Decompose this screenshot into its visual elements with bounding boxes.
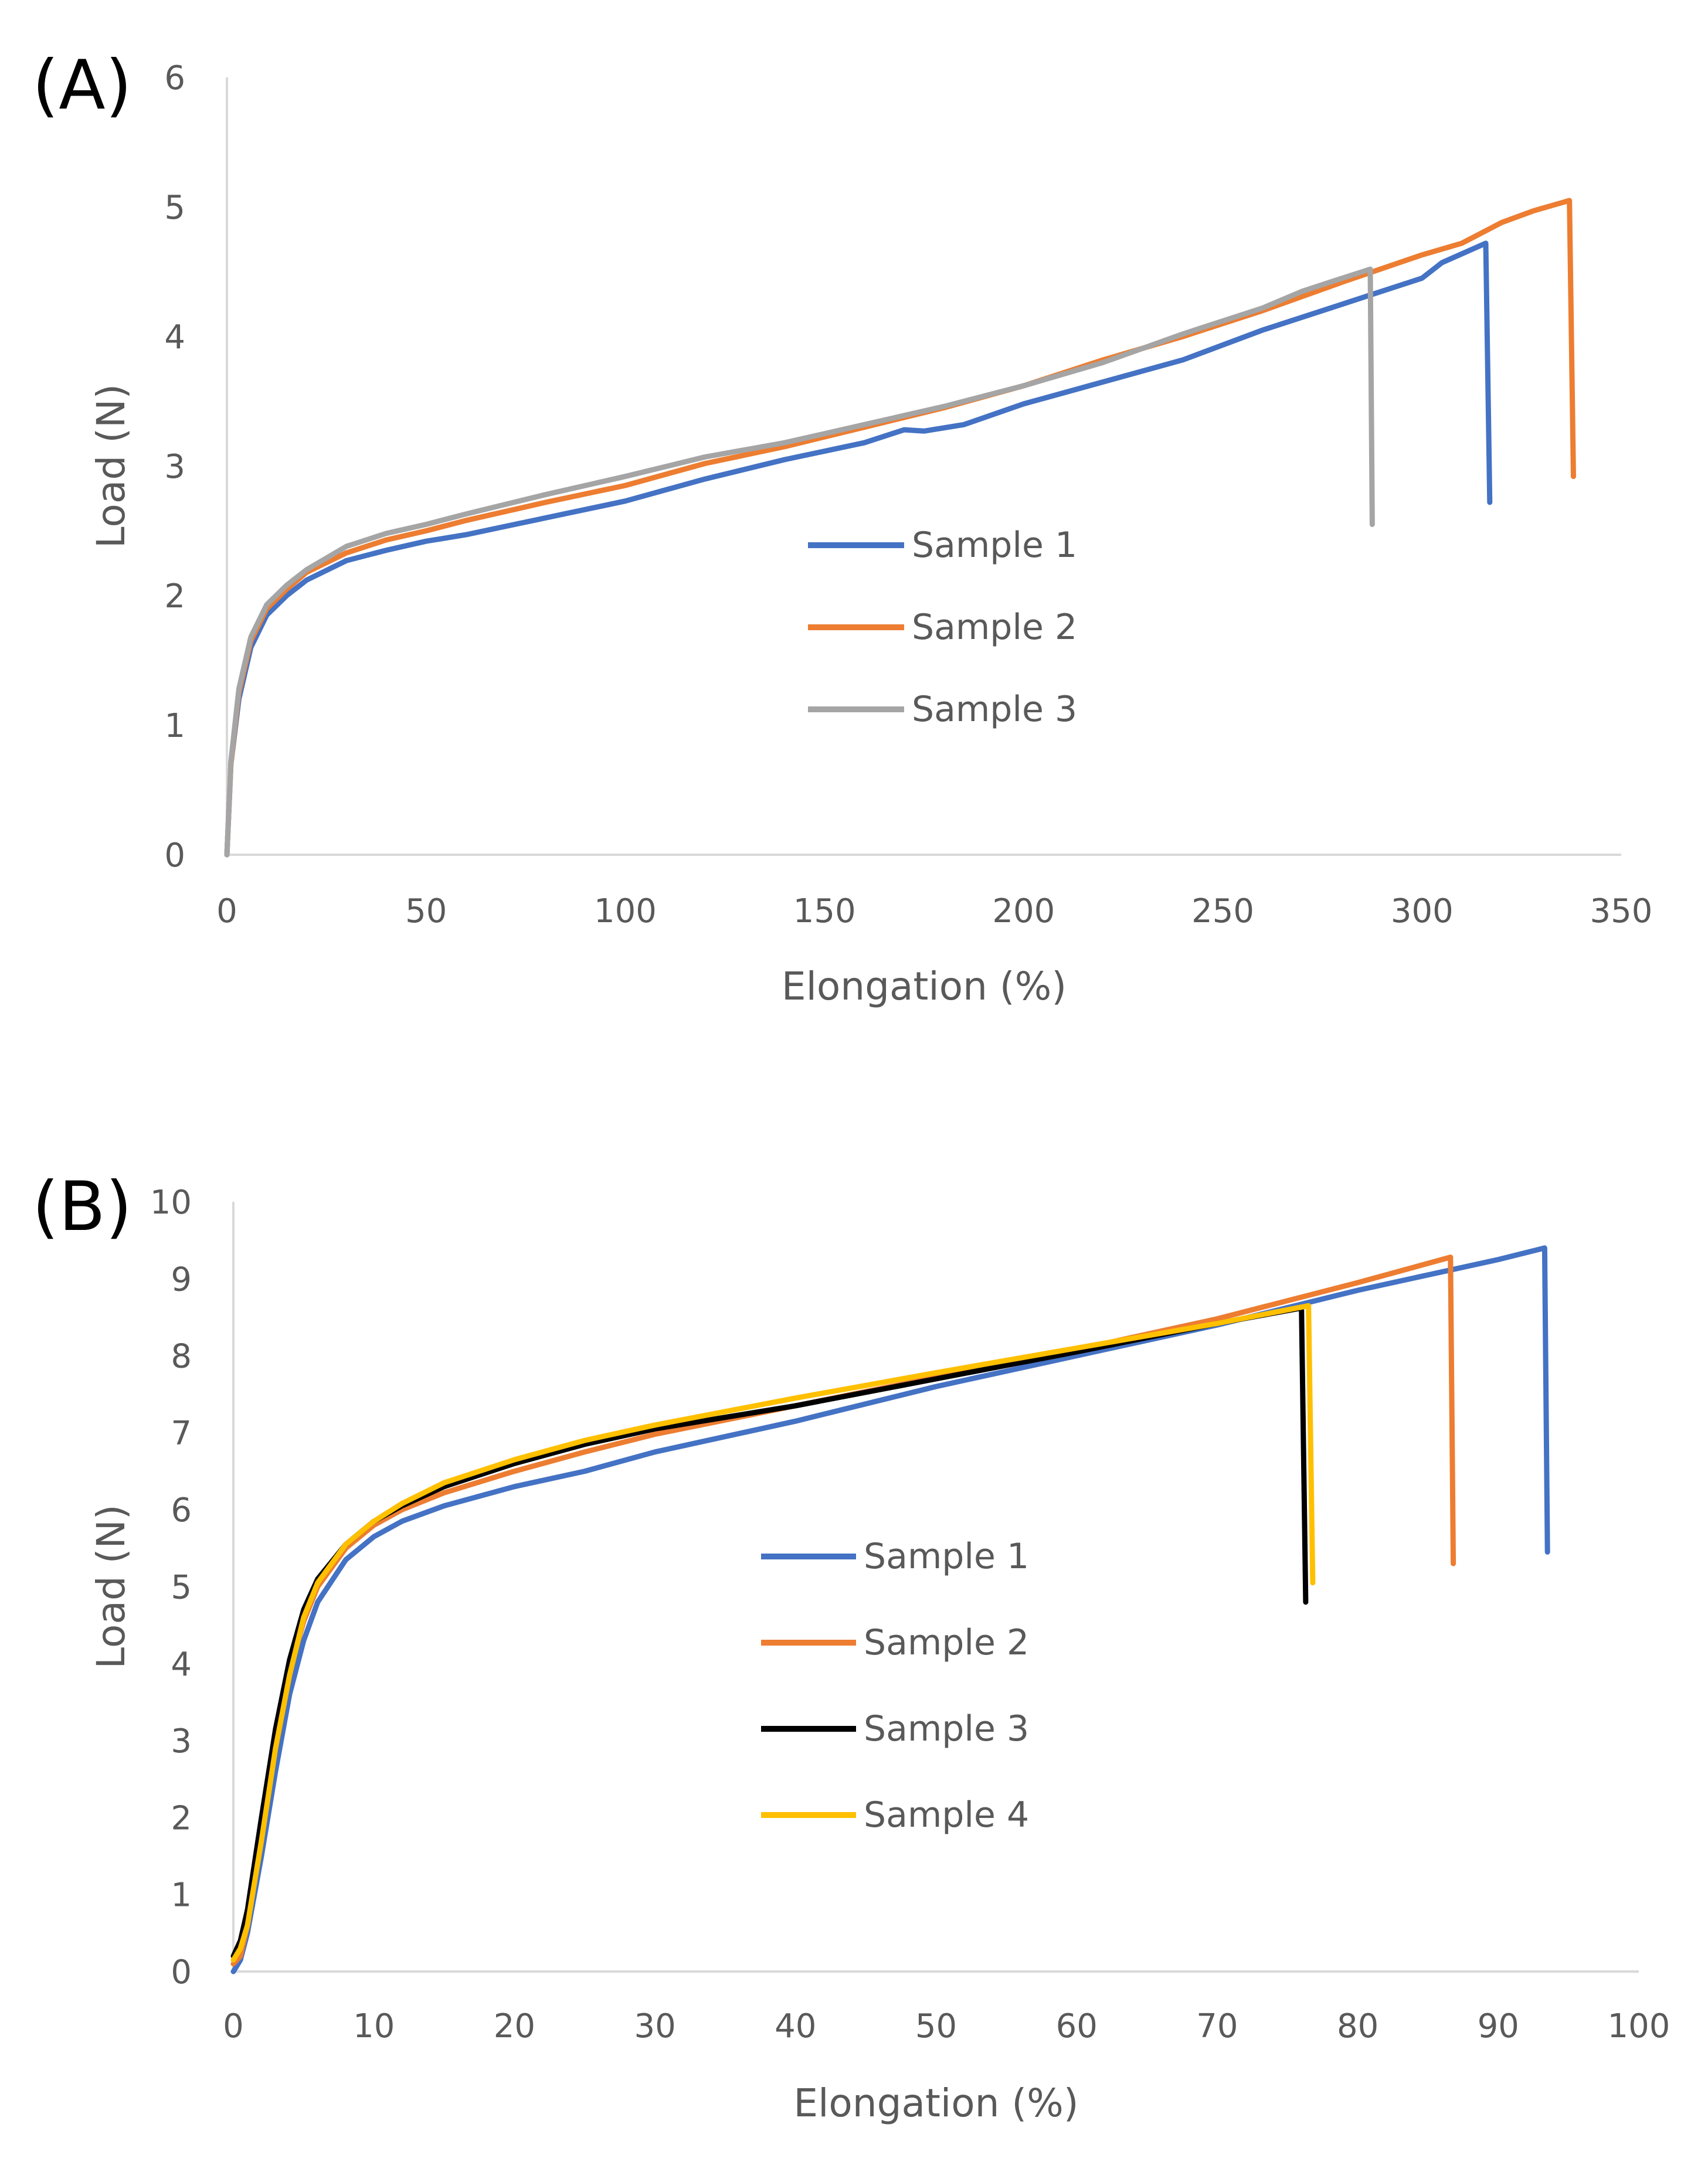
y-tick-label: 9 — [171, 1260, 192, 1299]
y-tick-label: 10 — [150, 1184, 192, 1222]
x-tick-label: 90 — [1478, 2007, 1519, 2045]
y-tick-label: 5 — [164, 189, 185, 227]
legend-label-1: Sample 1 — [864, 1536, 1029, 1577]
legend-label-2: Sample 2 — [864, 1622, 1029, 1663]
y-tick-label: 7 — [171, 1415, 192, 1453]
y-axis-title: Load (N) — [89, 1504, 134, 1668]
x-tick-label: 0 — [216, 892, 237, 930]
series-line-3 — [224, 266, 1375, 858]
y-tick-label: 3 — [171, 1722, 192, 1760]
x-tick-label: 80 — [1337, 2007, 1378, 2045]
y-tick-label: 3 — [164, 448, 185, 486]
y-tick-label: 1 — [171, 1877, 192, 1915]
legend-label-3: Sample 3 — [912, 689, 1077, 730]
y-tick-label: 0 — [164, 837, 185, 875]
x-tick-label: 250 — [1191, 892, 1254, 930]
y-tick-label: 2 — [171, 1799, 192, 1837]
y-tick-label: 1 — [164, 707, 185, 745]
x-tick-label: 0 — [223, 2007, 244, 2045]
x-tick-label: 200 — [992, 892, 1055, 930]
x-tick-label: 70 — [1196, 2007, 1238, 2045]
panel-label: (B) — [32, 1167, 132, 1246]
y-axis-title: Load (N) — [89, 384, 134, 548]
x-tick-label: 60 — [1056, 2007, 1098, 2045]
series-line-1 — [224, 240, 1493, 858]
x-tick-label: 40 — [775, 2007, 816, 2045]
x-tick-label: 20 — [494, 2007, 535, 2045]
y-tick-label: 2 — [164, 577, 185, 616]
x-axis-title: Elongation (%) — [782, 964, 1067, 1009]
y-tick-label: 0 — [171, 1953, 192, 1991]
x-tick-label: 350 — [1590, 892, 1653, 930]
y-tick-label: 6 — [164, 59, 185, 97]
x-tick-label: 30 — [634, 2007, 675, 2045]
y-tick-label: 6 — [171, 1491, 192, 1530]
chart-panel-b: (B) 0 10 20 30 40 50 60 70 80 90 100 0 1 2 3 4 5 6 7 8 9 10 Elo… — [32, 1167, 1670, 2126]
series-line-4 — [230, 1303, 1316, 1963]
y-tick-label: 4 — [171, 1646, 192, 1684]
legend-label-2: Sample 2 — [912, 607, 1077, 648]
legend-label-4: Sample 4 — [864, 1794, 1029, 1836]
x-tick-label: 50 — [405, 892, 447, 930]
series-line-2 — [224, 198, 1576, 858]
legend-label-3: Sample 3 — [864, 1708, 1029, 1749]
y-tick-label: 5 — [171, 1569, 192, 1607]
series-line-2 — [230, 1255, 1456, 1967]
x-tick-label: 150 — [793, 892, 856, 930]
legend-label-1: Sample 1 — [912, 525, 1077, 566]
x-tick-label: 100 — [1608, 2007, 1670, 2045]
x-tick-label: 300 — [1391, 892, 1454, 930]
series-line-1 — [230, 1245, 1550, 1974]
panel-label: (A) — [32, 46, 132, 125]
y-tick-label: 4 — [164, 318, 185, 356]
x-tick-label: 10 — [353, 2007, 395, 2045]
x-axis-title: Elongation (%) — [793, 2081, 1078, 2126]
chart-panel-a: (A) 0 50 100 150 200 250 300 350 0 1 2 3 4 5 6 Elongatio… — [32, 46, 1652, 1009]
x-tick-label: 100 — [594, 892, 657, 930]
y-tick-label: 8 — [171, 1338, 192, 1376]
x-tick-label: 50 — [915, 2007, 957, 2045]
